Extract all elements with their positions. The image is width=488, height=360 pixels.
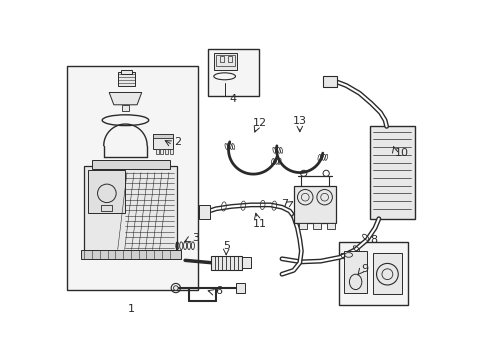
- Text: 1: 1: [127, 304, 134, 314]
- Text: 8: 8: [369, 235, 376, 244]
- Text: 12: 12: [252, 118, 266, 128]
- Bar: [164, 149, 168, 154]
- Text: 7: 7: [281, 199, 288, 209]
- Bar: [208, 49, 258, 95]
- Bar: [323, 76, 336, 87]
- Bar: [88, 170, 125, 213]
- Text: 11: 11: [253, 219, 267, 229]
- Bar: [92, 160, 169, 170]
- Bar: [210, 256, 241, 270]
- Bar: [227, 56, 231, 62]
- Bar: [213, 53, 237, 70]
- Circle shape: [173, 286, 178, 291]
- Bar: [121, 70, 131, 74]
- Bar: [118, 72, 135, 86]
- Bar: [220, 56, 224, 62]
- Bar: [369, 126, 414, 219]
- Bar: [67, 66, 197, 289]
- Text: 3: 3: [191, 233, 198, 243]
- Bar: [299, 222, 306, 229]
- Bar: [84, 166, 177, 251]
- Text: 13: 13: [292, 116, 306, 126]
- Bar: [169, 149, 172, 154]
- Text: 9: 9: [361, 264, 368, 274]
- Bar: [343, 251, 366, 293]
- Bar: [160, 149, 163, 154]
- Bar: [338, 242, 407, 305]
- Text: 5: 5: [222, 242, 229, 252]
- Text: 2: 2: [173, 137, 181, 147]
- Bar: [152, 134, 172, 149]
- Bar: [122, 105, 129, 111]
- Bar: [241, 257, 250, 268]
- Bar: [235, 283, 244, 293]
- Bar: [199, 205, 209, 219]
- Bar: [216, 55, 234, 66]
- Text: 4: 4: [229, 94, 236, 104]
- Bar: [326, 222, 334, 229]
- Text: 6: 6: [215, 286, 222, 296]
- Bar: [293, 186, 336, 222]
- Bar: [101, 205, 112, 211]
- Bar: [81, 249, 181, 259]
- Bar: [372, 253, 401, 294]
- Bar: [155, 149, 159, 154]
- Text: 10: 10: [394, 148, 408, 158]
- Bar: [312, 222, 320, 229]
- Bar: [152, 134, 172, 138]
- Polygon shape: [109, 93, 142, 105]
